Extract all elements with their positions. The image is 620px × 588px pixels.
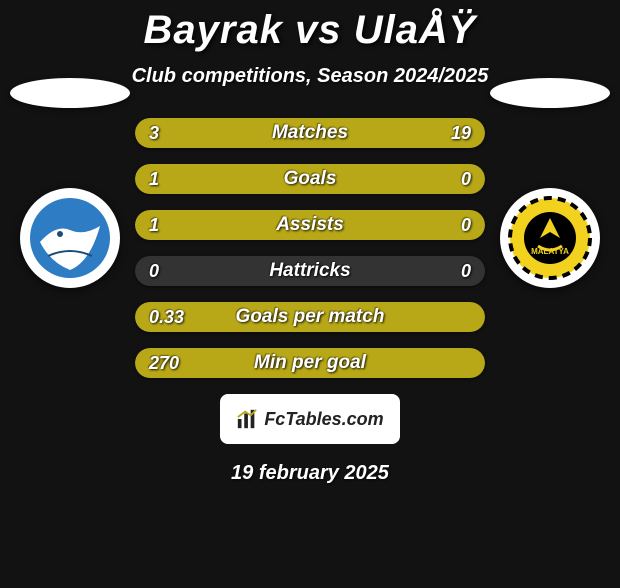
left-club-logo	[20, 188, 120, 288]
left-club-badge	[20, 188, 120, 288]
left-flag-placeholder	[10, 78, 130, 108]
brand-chart-icon	[236, 408, 258, 430]
brand-badge: FcTables.com	[220, 394, 400, 444]
right-flag-placeholder	[490, 78, 610, 108]
comparison-title: Bayrak vs UlaÅŸ	[0, 8, 620, 53]
stat-value-right: 0	[461, 164, 471, 194]
vs-label: vs	[295, 8, 342, 52]
brand-text: FcTables.com	[264, 409, 383, 430]
stat-row: 1Goals0	[135, 164, 485, 194]
stat-row: 0.33Goals per match	[135, 302, 485, 332]
stat-value-right: 0	[461, 210, 471, 240]
stat-label: Assists	[135, 210, 485, 240]
player2-name: UlaÅŸ	[354, 8, 477, 52]
stat-value-right: 0	[461, 256, 471, 286]
right-club-badge: MALATYA	[500, 188, 600, 288]
stat-row: 0Hattricks0	[135, 256, 485, 286]
stat-row: 270Min per goal	[135, 348, 485, 378]
comparison-main: MALATYA 3Matches191Goals01Assists00Hattr…	[0, 118, 620, 485]
stats-list: 3Matches191Goals01Assists00Hattricks00.3…	[135, 118, 485, 378]
player1-name: Bayrak	[144, 8, 283, 52]
stat-label: Hattricks	[135, 256, 485, 286]
left-club-crest-icon	[28, 196, 112, 280]
right-club-crest-icon: MALATYA	[508, 196, 592, 280]
stat-label: Goals per match	[135, 302, 485, 332]
stat-row: 3Matches19	[135, 118, 485, 148]
right-club-logo: MALATYA	[500, 188, 600, 288]
stat-row: 1Assists0	[135, 210, 485, 240]
comparison-date: 19 february 2025	[0, 462, 620, 485]
stat-label: Matches	[135, 118, 485, 148]
stat-label: Min per goal	[135, 348, 485, 378]
svg-text:MALATYA: MALATYA	[531, 247, 569, 256]
stat-label: Goals	[135, 164, 485, 194]
stat-value-right: 19	[451, 118, 471, 148]
